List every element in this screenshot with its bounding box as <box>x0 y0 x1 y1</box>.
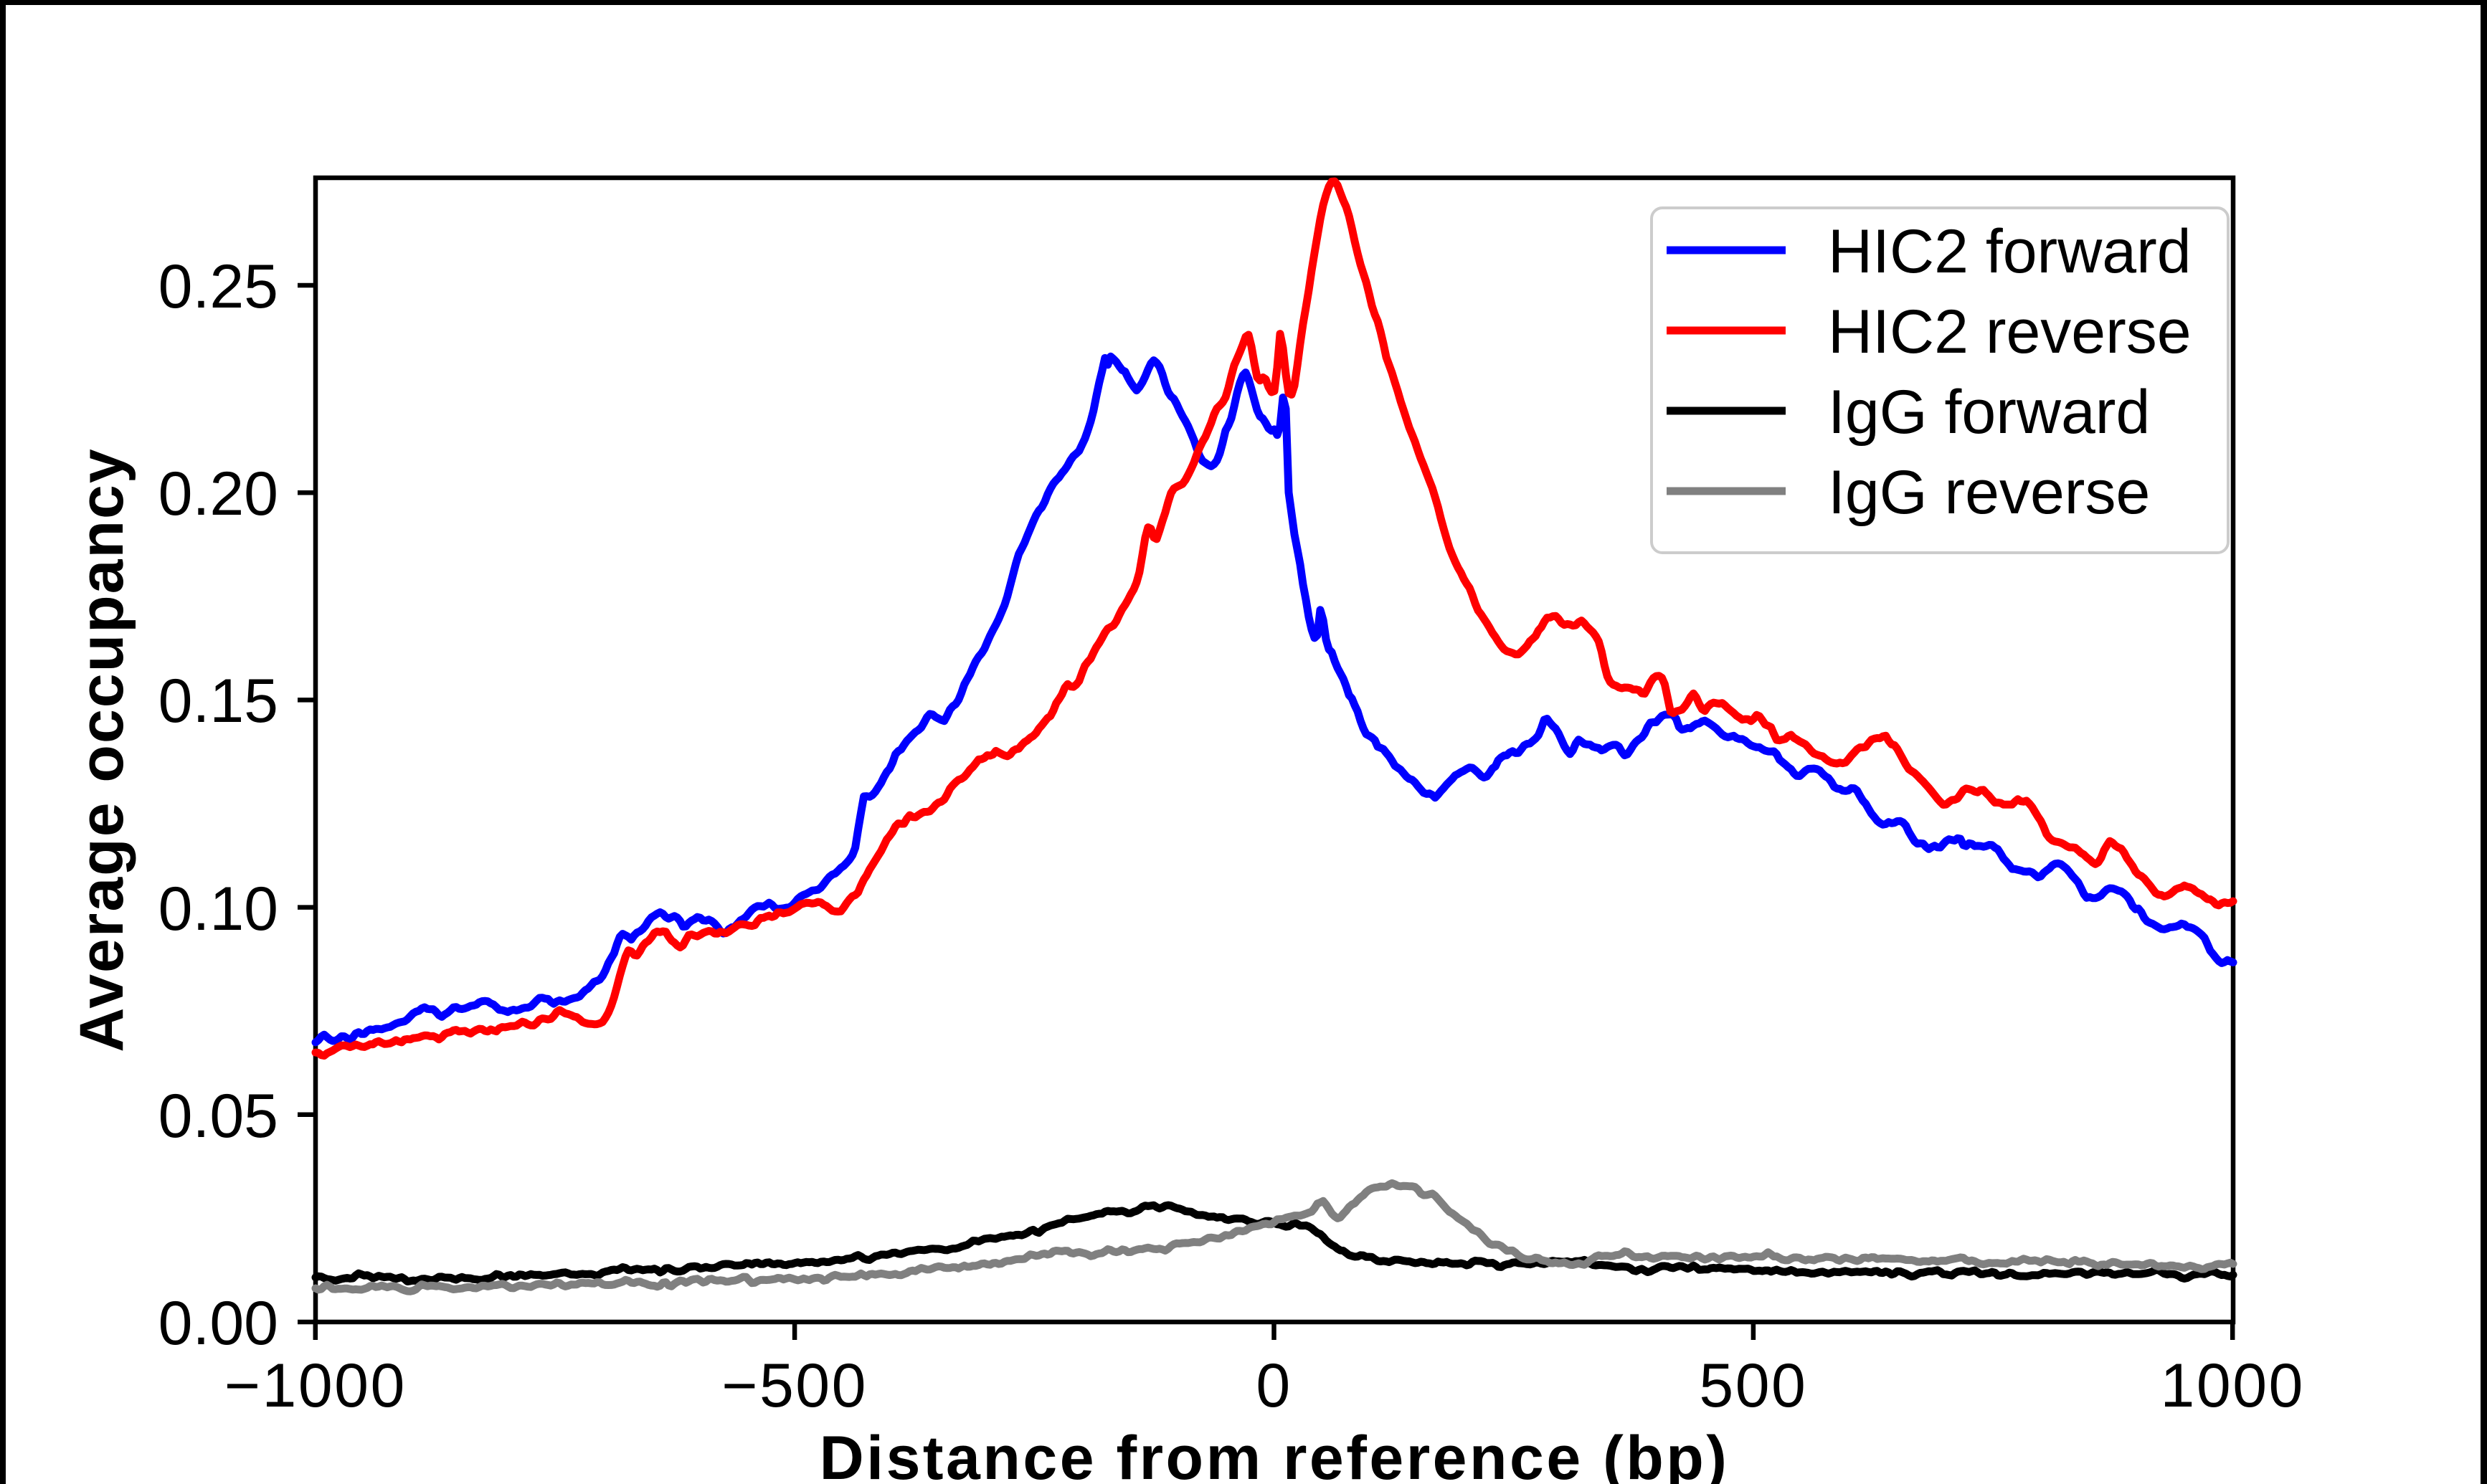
svg-text:Average occupancy: Average occupancy <box>67 447 136 1052</box>
svg-text:0.20: 0.20 <box>158 460 278 528</box>
svg-text:−1000: −1000 <box>224 1351 407 1420</box>
svg-text:0: 0 <box>1256 1351 1292 1420</box>
svg-text:Distance from reference (bp): Distance from reference (bp) <box>820 1424 1730 1484</box>
svg-text:0.15: 0.15 <box>158 667 278 736</box>
svg-text:0.00: 0.00 <box>158 1289 278 1358</box>
svg-text:1000: 1000 <box>2161 1351 2305 1420</box>
svg-text:0.25: 0.25 <box>158 252 278 321</box>
svg-text:IgG reverse: IgG reverse <box>1828 458 2150 527</box>
svg-text:HIC2 forward: HIC2 forward <box>1828 217 2192 286</box>
svg-text:0.10: 0.10 <box>158 875 278 943</box>
svg-text:HIC2 reverse: HIC2 reverse <box>1828 298 2192 366</box>
svg-text:IgG forward: IgG forward <box>1828 378 2150 447</box>
svg-text:−500: −500 <box>721 1351 868 1420</box>
svg-text:500: 500 <box>1699 1351 1807 1420</box>
svg-text:0.05: 0.05 <box>158 1082 278 1151</box>
